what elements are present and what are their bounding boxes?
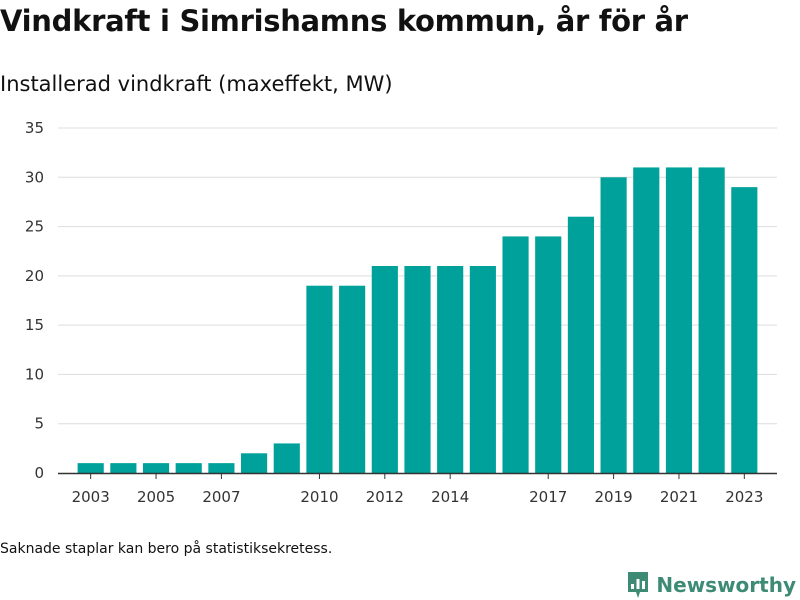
bar-2020 [633,167,660,473]
bar-2022 [698,167,725,473]
bar-2004 [110,463,137,473]
brand: Newsworthy [626,570,796,600]
brand-name: Newsworthy [656,573,796,597]
bar-2021 [665,167,693,473]
bar-2023 [731,187,758,473]
bar-2008 [241,453,268,473]
y-tick-label: 5 [34,415,44,433]
x-tick-label: 2023 [725,488,763,506]
footnote: Saknade staplar kan bero på statistiksek… [0,541,333,557]
y-tick-label: 10 [25,365,44,383]
x-tick-label: 2014 [431,488,469,506]
x-tick-label: 2017 [529,488,567,506]
bar-2012 [371,266,398,473]
y-tick-label: 35 [25,119,44,137]
bar-2006 [175,463,202,473]
chart-title: Vindkraft i Simrishamns kommun, år för å… [0,4,688,38]
bar-2013 [404,266,431,473]
bar-2015 [469,266,496,473]
bars [77,167,758,473]
bar-2017 [535,236,562,473]
bar-2009 [273,443,300,473]
x-tick-label: 2005 [137,488,175,506]
y-axis-ticks: 0 5 10 15 20 25 30 35 [25,119,44,482]
bar-2003 [77,463,104,473]
x-tick-label: 2010 [300,488,338,506]
bar-2019 [600,177,627,473]
x-tick-label: 2012 [366,488,404,506]
x-tick-label: 2007 [202,488,240,506]
bar-2007 [208,463,235,473]
bar-2018 [567,216,594,473]
bar-2014 [437,266,464,473]
bar-2010 [306,285,333,473]
chart-subtitle: Installerad vindkraft (maxeffekt, MW) [0,72,393,96]
y-tick-label: 0 [34,464,44,482]
y-tick-label: 25 [25,218,44,236]
x-tick-label: 2003 [72,488,110,506]
bar-2016 [502,236,529,473]
y-tick-label: 15 [25,316,44,334]
newsworthy-logo-icon [628,572,649,598]
bar-2011 [339,285,366,473]
bar-2005 [142,463,170,473]
y-tick-label: 30 [25,168,44,186]
y-tick-label: 20 [25,267,44,285]
x-tick-label: 2021 [660,488,698,506]
x-axis-ticks: 2003 2005 2007 2010 2012 2014 2017 2019 2021 2023 [72,473,763,506]
x-tick-label: 2019 [594,488,632,506]
